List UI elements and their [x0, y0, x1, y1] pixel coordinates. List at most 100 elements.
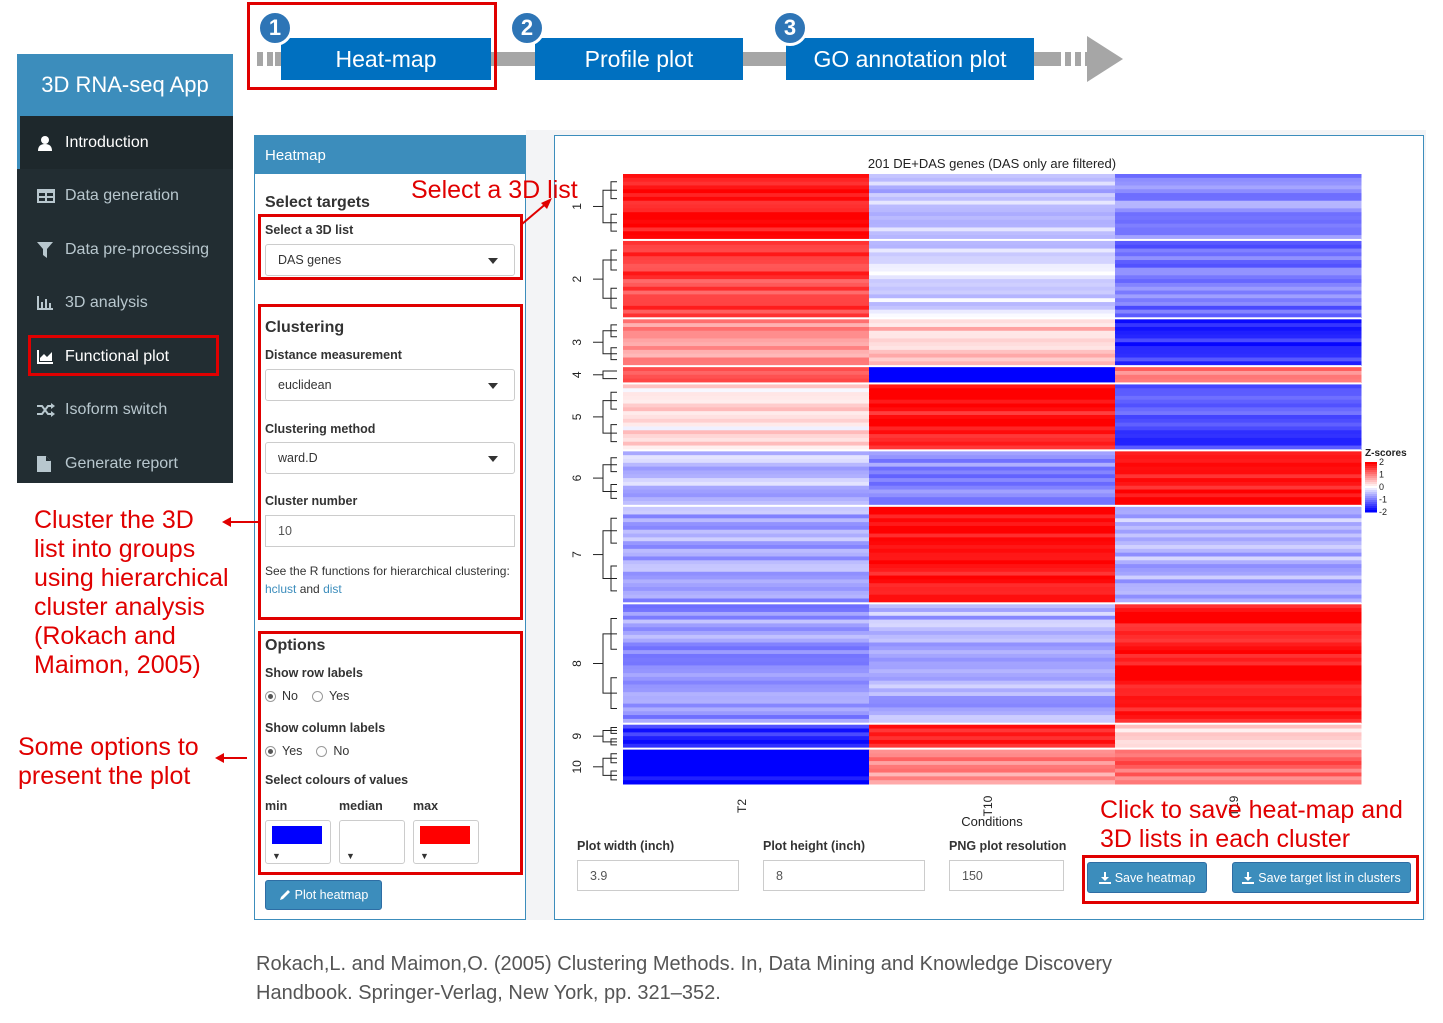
- dendrogram-branch: [610, 213, 617, 232]
- annotation-cluster: Cluster the 3D list into groups using hi…: [34, 506, 229, 680]
- heatmap-cell: [869, 437, 1116, 443]
- heatmap-cell: [1115, 275, 1362, 280]
- sidebar-item-functional-plot[interactable]: Functional plot: [17, 330, 233, 383]
- annotation-line: (Rokach and: [34, 622, 176, 650]
- heatmap-cell: [1115, 567, 1362, 573]
- heatmap-cell: [623, 673, 870, 678]
- heatmap-cell: [1115, 541, 1362, 546]
- heatmap-cell: [869, 252, 1116, 257]
- heatmap-cell: [869, 392, 1116, 397]
- col-labels-no-radio[interactable]: [316, 745, 328, 757]
- row-labels-no-radio[interactable]: [265, 690, 276, 702]
- dendrogram-branch: [610, 770, 617, 781]
- heatmap-cell: [623, 736, 870, 741]
- legend-gradient-step: [1365, 470, 1377, 473]
- note-text: See the R functions for hierarchical clu…: [265, 564, 510, 578]
- heatmap-cell: [869, 684, 1116, 689]
- heatmap-cell: [623, 772, 870, 777]
- heatmap-cell: [869, 407, 1116, 412]
- heatmap-cell: [1115, 611, 1362, 617]
- app-title: 3D RNA-seq App: [17, 54, 233, 116]
- method-select[interactable]: ward.D: [265, 442, 515, 474]
- plot-heatmap-button[interactable]: Plot heatmap: [265, 880, 382, 910]
- heatmap-cell: [1115, 185, 1362, 190]
- heatmap-cell: [869, 703, 1116, 708]
- plot-width-input[interactable]: 3.9: [577, 860, 739, 891]
- sidebar-item-3d-analysis[interactable]: 3D analysis: [17, 276, 233, 329]
- heatmap-cell: [623, 776, 870, 781]
- heatmap-cell: [623, 501, 870, 506]
- heatmap-cell: [869, 208, 1116, 213]
- heatmap-cell: [869, 434, 1116, 439]
- dist-link[interactable]: dist: [323, 582, 342, 596]
- heatmap-cell: [1115, 252, 1362, 257]
- heatmap-cell: [623, 548, 870, 554]
- heatmap-cell: [1115, 298, 1362, 303]
- plot-height-input[interactable]: 8: [763, 860, 925, 891]
- heatmap-cell: [869, 181, 1116, 186]
- heatmap-cell: [869, 227, 1116, 232]
- heatmap-cell: [623, 514, 870, 519]
- heatmap-cell: [869, 627, 1116, 632]
- heatmap-cell: [1115, 326, 1362, 332]
- sidebar-item-data-pre-processing[interactable]: Data pre-processing: [17, 223, 233, 276]
- heatmap-cell: [623, 411, 870, 416]
- heatmap-cell: [869, 619, 1116, 624]
- heatmap-cell: [623, 212, 870, 217]
- heatmap-cell: [623, 587, 870, 592]
- heatmap-cell: [623, 349, 870, 355]
- step-label: Heat-map: [335, 45, 437, 72]
- save-target-list-button[interactable]: Save target list in clusters: [1232, 862, 1411, 893]
- heatmap-cell: [1115, 739, 1362, 745]
- button-label: Save heatmap: [1114, 870, 1196, 885]
- select-3d-list[interactable]: DAS genes: [265, 244, 515, 276]
- step-profile-plot[interactable]: Profile plot: [535, 38, 743, 80]
- step-go-annotation[interactable]: GO annotation plot: [786, 38, 1034, 80]
- sidebar-item-generate-report[interactable]: Generate report: [17, 437, 233, 490]
- filter-icon: [37, 241, 65, 258]
- heatmap-cell: [869, 462, 1116, 468]
- row-labels-yes-radio[interactable]: [311, 690, 323, 702]
- heatmap-cell: [869, 493, 1116, 498]
- heatmap-cell: [869, 481, 1116, 487]
- heatmap-cell: [623, 437, 870, 443]
- heatmap-cell: [1115, 208, 1362, 213]
- annotation-line: cluster analysis: [34, 593, 205, 621]
- heatmap-cell: [869, 501, 1116, 506]
- distance-select[interactable]: euclidean: [265, 369, 515, 401]
- heatmap-cell: [869, 661, 1116, 666]
- heatmap-cell: [623, 715, 870, 720]
- min-color-picker[interactable]: ▼: [265, 820, 331, 864]
- heatmap-cell: [869, 357, 1116, 362]
- png-resolution-input[interactable]: 150: [949, 860, 1064, 891]
- sidebar-item-isoform-switch[interactable]: Isoform switch: [17, 383, 233, 436]
- button-label: Save target list in clusters: [1258, 870, 1401, 885]
- dendrogram-branch: [602, 729, 617, 743]
- heatmap-cell: [1115, 338, 1362, 343]
- cluster-number-input[interactable]: 10: [265, 515, 515, 547]
- heatmap-cell: [869, 522, 1116, 527]
- legend-gradient-step: [1365, 500, 1377, 503]
- hclust-link[interactable]: hclust: [265, 582, 297, 596]
- cluster-separator: [623, 722, 1361, 725]
- heatmap-cell: [1115, 642, 1362, 647]
- max-color-picker[interactable]: ▼: [413, 820, 479, 864]
- median-color-picker[interactable]: ▼: [339, 820, 405, 864]
- heatmap-cell: [1115, 445, 1362, 450]
- save-heatmap-button[interactable]: Save heatmap: [1087, 862, 1207, 893]
- col-labels-yes-radio[interactable]: [265, 745, 276, 757]
- heatmap-cell: [869, 298, 1116, 303]
- heatmap-cell: [623, 462, 870, 468]
- sidebar-item-data-generation[interactable]: Data generation: [17, 169, 233, 222]
- legend-gradient-step: [1365, 462, 1377, 465]
- annotation-line: Cluster the 3D: [34, 506, 194, 534]
- heatmap-cell: [1115, 399, 1362, 405]
- select-list-label: Select a 3D list: [265, 223, 354, 237]
- heatmap-cell: [869, 189, 1116, 194]
- sidebar-item-introduction[interactable]: Introduction: [17, 116, 233, 169]
- max-color-swatch: [420, 826, 470, 844]
- heatmap-cell: [869, 411, 1116, 416]
- heatmap-cell: [623, 533, 870, 538]
- step-heatmap[interactable]: Heat-map: [281, 38, 491, 80]
- annotation-line: list into groups: [34, 535, 196, 563]
